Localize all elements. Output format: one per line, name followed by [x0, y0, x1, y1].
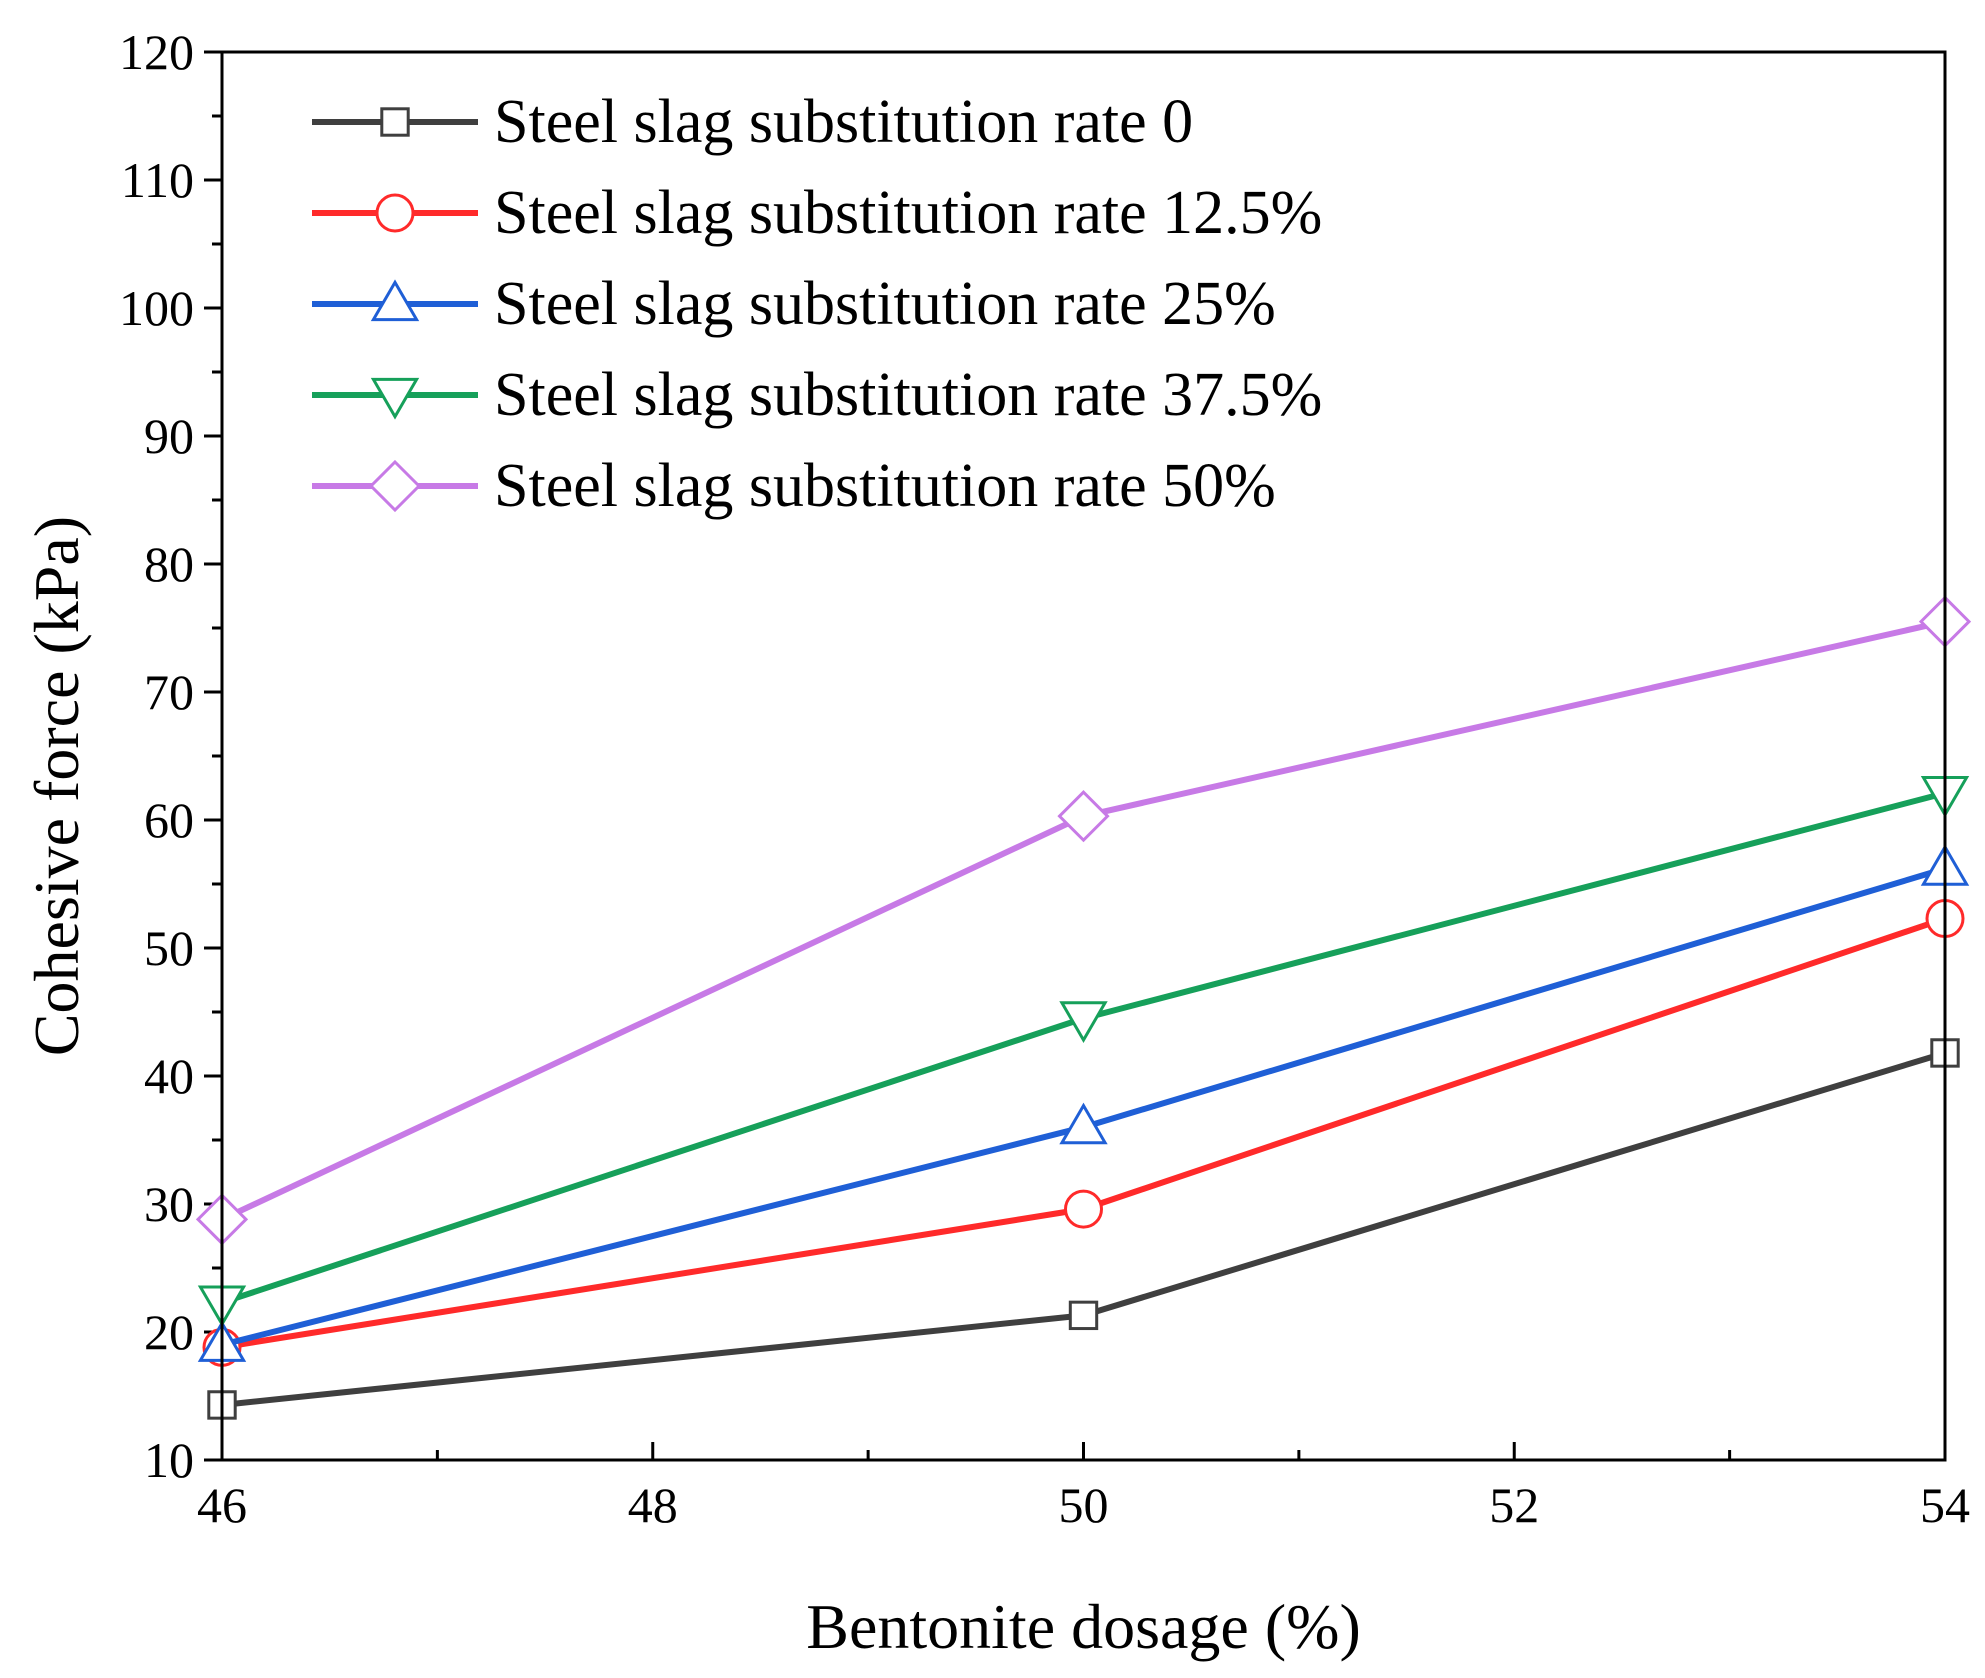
legend-marker: [375, 193, 415, 233]
y-tick-label: 80: [144, 536, 194, 592]
y-tick-label: 30: [144, 1176, 194, 1232]
y-tick-label: 100: [119, 280, 194, 336]
legend-label: Steel slag substitution rate 37.5%: [494, 361, 1322, 429]
legend-label: Steel slag substitution rate 12.5%: [494, 179, 1322, 247]
y-tick-label: 90: [144, 408, 194, 464]
legend-entry: Steel slag substitution rate 0: [312, 88, 1193, 156]
y-tick-label: 60: [144, 792, 194, 848]
legend-marker: [380, 107, 410, 137]
y-tick-label: 20: [144, 1304, 194, 1360]
data-point: [1057, 790, 1110, 843]
series-1: [202, 899, 1965, 1367]
x-tick-label: 52: [1489, 1477, 1539, 1533]
axis-ticks: [204, 50, 1947, 1462]
legend-label: Steel slag substitution rate 50%: [494, 452, 1276, 520]
legend-marker: [370, 279, 420, 322]
x-tick-label: 48: [628, 1477, 678, 1533]
y-tick-label: 110: [121, 152, 194, 208]
legend-label: Steel slag substitution rate 25%: [494, 270, 1276, 338]
legend-entry: Steel slag substitution rate 12.5%: [312, 179, 1322, 247]
x-axis-title: Bentonite dosage (%): [806, 1591, 1361, 1662]
y-tick-label: 50: [144, 920, 194, 976]
legend-entry: Steel slag substitution rate 50%: [312, 452, 1276, 520]
y-axis-title: Cohesive force (kPa): [21, 516, 92, 1056]
series-0: [207, 1038, 1960, 1420]
y-tick-label: 10: [144, 1432, 194, 1488]
data-point: [1064, 1189, 1103, 1229]
x-tick-label: 50: [1059, 1477, 1109, 1533]
series-3: [197, 776, 1970, 1328]
legend: Steel slag substitution rate 0 Steel slag…: [312, 88, 1322, 520]
data-point: [1068, 1300, 1099, 1331]
legend-label: Steel slag substitution rate 0: [494, 88, 1193, 156]
y-tick-label: 70: [144, 664, 194, 720]
legend-entry: Steel slag substitution rate 25%: [312, 270, 1276, 338]
series-4: [195, 595, 1972, 1246]
tick-labels: 46 48 50 52 54 10 20 30 40 50 60 70 80 90 100 110 120: [119, 24, 1970, 1533]
x-tick-label: 54: [1920, 1477, 1970, 1533]
legend-marker: [368, 459, 422, 513]
series-layer: [195, 595, 1972, 1420]
legend-entry: Steel slag substitution rate 37.5%: [312, 361, 1322, 429]
y-tick-label: 40: [144, 1048, 194, 1104]
data-point: [1059, 1001, 1108, 1043]
x-tick-label: 46: [197, 1477, 247, 1533]
plot-frame: [220, 50, 1947, 1462]
data-point: [1059, 1102, 1108, 1145]
legend-marker: [370, 377, 420, 420]
y-tick-label: 120: [119, 24, 194, 80]
